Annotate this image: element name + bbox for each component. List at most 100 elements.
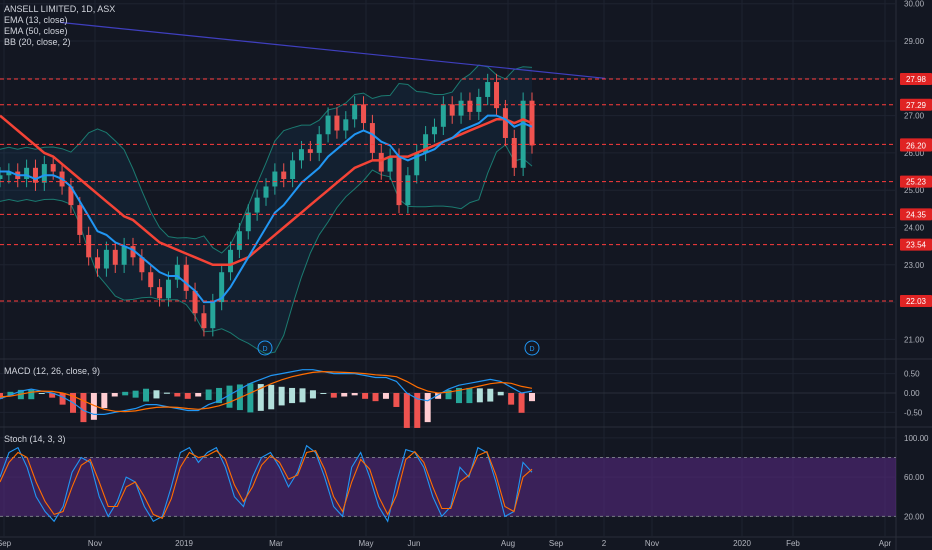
candle-body [24,167,30,179]
candle-body [148,272,154,288]
dividend-marker[interactable] [524,340,540,356]
candle-body [183,264,189,291]
y-tick-label: 20.00 [904,512,925,521]
stoch-title: Stoch (14, 3, 3) [4,434,66,444]
macd-histogram-bar [309,390,316,399]
candle-body [254,197,260,213]
x-tick-label: Nov [88,539,102,548]
macd-legend: MACD (12, 26, close, 9) [4,366,100,377]
macd-histogram-bar [7,391,14,396]
candle-body [174,264,180,280]
macd-histogram-bar [122,391,129,396]
candle-body [68,186,74,206]
macd-histogram-bar [278,386,285,406]
macd-histogram-bar [195,393,202,397]
candle-body [130,246,136,258]
price-tag-label: 26.20 [906,141,927,150]
candle-body [334,115,340,131]
macd-histogram-bar [393,393,400,407]
x-tick-label: Feb [786,539,800,548]
x-tick-label: Aug [501,539,515,548]
candle-body [103,249,109,269]
candle-body [272,171,278,187]
macd-histogram-bar [435,393,442,399]
candle-body [458,100,464,116]
level-tag-label: 25.23 [906,178,927,187]
level-tag-label: 23.54 [906,241,927,250]
y-tick-label: 27.00 [904,112,925,121]
level-tag [900,73,932,86]
stoch-k-line [0,444,533,523]
candle-body [396,156,402,206]
candle-body [387,156,393,172]
candle-body [219,272,225,303]
x-tick-label: Apr [879,539,892,548]
main-legend: ANSELL LIMITED, 1D, ASX EMA (13, close) … [4,4,115,48]
candle-body [316,134,322,153]
level-tag-label: 22.03 [906,297,927,306]
x-tick-label: Sep [0,539,12,548]
stoch-legend: Stoch (14, 3, 3) [4,434,66,445]
x-tick-label: Jun [408,539,421,548]
macd-signal-line [0,370,533,413]
macd-histogram-bar [289,387,296,404]
macd-histogram-bar [28,389,35,400]
candle-body [121,246,127,265]
macd-histogram-bar [466,387,473,404]
candle-body [423,134,429,153]
macd-histogram-bar [38,393,45,394]
bb-fill [0,65,532,354]
level-tag [900,208,932,221]
macd-histogram-bar [143,388,150,402]
dividend-marker[interactable] [257,340,273,356]
macd-histogram-bar [0,393,3,399]
candle-body [201,313,207,329]
macd-histogram-bar [455,387,462,404]
candle-body [449,104,455,116]
symbol-title: ANSELL LIMITED, 1D, ASX [4,4,116,14]
candle-body [77,205,83,235]
candle-body [210,302,216,329]
dividend-marker-label: D [262,346,267,353]
candle-body [157,287,163,299]
level-tag [900,98,932,111]
macd-histogram-bar [362,393,369,399]
y-tick-label: 0.00 [904,389,920,398]
y-tick-label: 24.00 [904,223,925,232]
candle-body [0,175,3,179]
macd-histogram-bar [59,393,66,405]
macd-title: MACD (12, 26, close, 9) [4,366,101,376]
candle-body [236,231,242,250]
candle-body [467,100,473,112]
candle-body [245,212,251,232]
macd-histogram-bar [403,393,410,428]
candle-body [502,108,508,138]
y-tick-label: 29.00 [904,37,925,46]
macd-histogram-bar [163,392,170,394]
candle-body [112,249,118,265]
candle-body [6,171,12,176]
macd-histogram-bar [351,393,358,396]
candle-body [511,137,517,168]
x-tick-label: Sep [549,539,564,548]
stoch-d-line [0,449,533,520]
price-tag [900,139,932,152]
y-tick-label: 21.00 [904,335,925,344]
candle-body [325,115,331,135]
level-tag-label: 27.98 [906,75,927,84]
candle-body [290,160,296,179]
stoch-band [0,457,896,517]
candle-body [369,123,375,153]
ema50-legend: EMA (50, close) [4,26,68,36]
macd-histogram-bar [382,393,389,399]
macd-histogram-bar [205,389,212,400]
bb-upper-line [0,64,533,254]
candle-body [165,279,171,299]
y-tick-label: 25.00 [904,186,925,195]
macd-histogram-bar [268,384,275,410]
level-tag [900,238,932,251]
candle-body [281,171,287,179]
x-tick-label: 2 [602,539,607,548]
macd-histogram-bar [330,393,337,398]
